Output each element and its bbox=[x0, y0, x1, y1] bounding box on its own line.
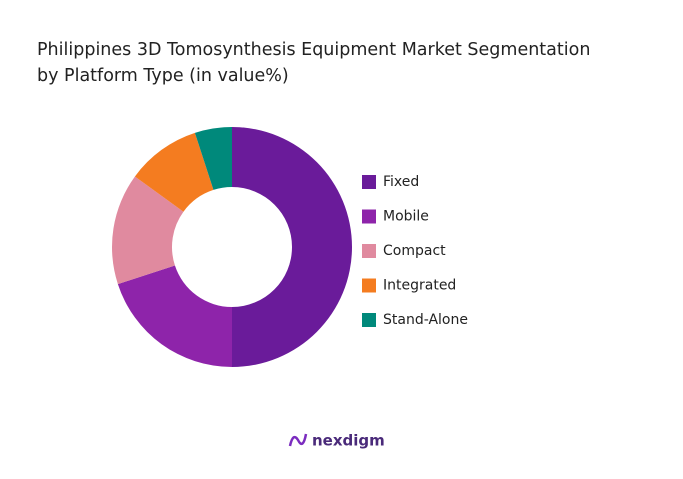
chart-title: by Platform Type (in value%) bbox=[37, 66, 289, 86]
brand-name: nexdigm bbox=[312, 432, 385, 450]
donut-slice bbox=[111, 176, 184, 285]
legend-swatch bbox=[362, 244, 376, 258]
brand-icon bbox=[288, 433, 308, 447]
donut-slice bbox=[117, 265, 232, 367]
legend-label: Stand-Alone bbox=[383, 312, 468, 328]
donut-slice bbox=[232, 127, 352, 367]
legend-swatch bbox=[362, 209, 376, 224]
donut-slice bbox=[194, 127, 232, 190]
legend-swatch bbox=[362, 278, 376, 293]
legend-swatch bbox=[362, 313, 376, 327]
legend-label: Integrated bbox=[383, 278, 456, 294]
legend-label: Compact bbox=[383, 243, 446, 259]
donut-slice bbox=[134, 132, 214, 212]
brand-logo: nexdigm bbox=[288, 432, 385, 450]
legend-label: Mobile bbox=[383, 209, 429, 225]
legend-label: Fixed bbox=[383, 174, 419, 190]
legend-swatch bbox=[362, 175, 376, 189]
chart-title: Philippines 3D Tomosynthesis Equipment M… bbox=[37, 40, 590, 60]
